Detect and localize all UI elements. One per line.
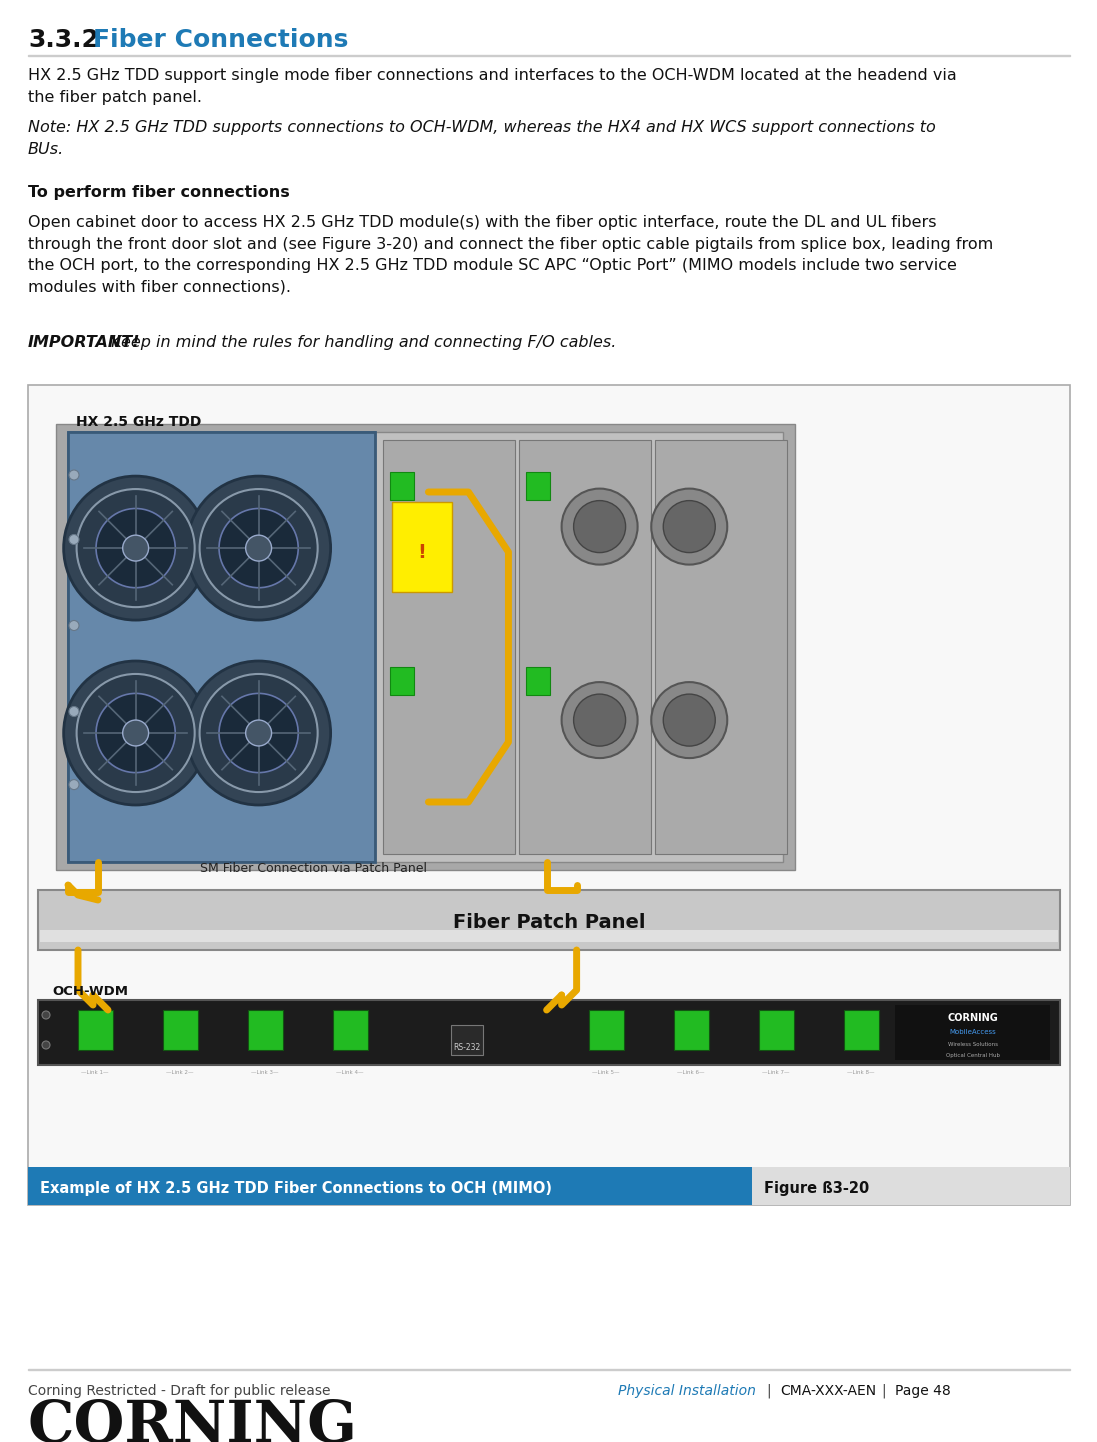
Text: —Link 4—: —Link 4— (337, 1070, 364, 1074)
Circle shape (42, 1011, 50, 1019)
Circle shape (664, 500, 715, 552)
Text: CORNING: CORNING (948, 1012, 998, 1022)
Circle shape (42, 1041, 50, 1048)
Circle shape (664, 694, 715, 746)
Text: 3.3.2: 3.3.2 (29, 27, 99, 52)
Circle shape (69, 707, 79, 717)
Text: Fiber Connections: Fiber Connections (93, 27, 349, 52)
Circle shape (69, 535, 79, 545)
Circle shape (64, 476, 207, 620)
Circle shape (200, 489, 318, 607)
Bar (29, 1167, 753, 1206)
Bar (39, 930, 1058, 942)
Bar (895, 1005, 1050, 1060)
Circle shape (186, 476, 330, 620)
Circle shape (69, 780, 79, 790)
Text: CORNING: CORNING (29, 1397, 358, 1442)
Text: —Link 2—: —Link 2— (167, 1070, 194, 1074)
Bar (844, 1009, 879, 1050)
Circle shape (64, 660, 207, 805)
Circle shape (652, 682, 727, 758)
Bar (68, 433, 375, 862)
Text: Wireless Solutions: Wireless Solutions (948, 1041, 998, 1047)
Bar (78, 1009, 113, 1050)
Circle shape (574, 694, 625, 746)
Bar (38, 890, 1060, 950)
Circle shape (219, 509, 298, 588)
Bar (391, 472, 415, 500)
Circle shape (123, 535, 148, 561)
Bar (759, 1009, 794, 1050)
Text: SM Fiber Connection via Patch Panel: SM Fiber Connection via Patch Panel (200, 862, 427, 875)
Circle shape (186, 660, 330, 805)
Text: Open cabinet door to access HX 2.5 GHz TDD module(s) with the fiber optic interf: Open cabinet door to access HX 2.5 GHz T… (29, 215, 993, 294)
Text: To perform fiber connections: To perform fiber connections (29, 185, 290, 200)
Circle shape (69, 470, 79, 480)
Bar (68, 433, 375, 862)
Text: Physical Installation: Physical Installation (618, 1384, 756, 1397)
Bar (38, 999, 1060, 1066)
Bar (384, 440, 514, 854)
Bar (333, 1009, 367, 1050)
Text: Optical Central Hub: Optical Central Hub (946, 1054, 1000, 1058)
Circle shape (574, 500, 625, 552)
Circle shape (562, 682, 637, 758)
Text: CMA-XXX-AEN: CMA-XXX-AEN (780, 1384, 877, 1397)
Text: RS-232: RS-232 (454, 1043, 480, 1053)
Bar (391, 668, 415, 695)
Text: —Link 5—: —Link 5— (592, 1070, 620, 1074)
Text: Fiber Patch Panel: Fiber Patch Panel (453, 913, 645, 932)
Circle shape (97, 509, 176, 588)
Text: !: ! (417, 542, 427, 561)
Circle shape (246, 535, 272, 561)
Bar (248, 1009, 283, 1050)
Text: Page 48: Page 48 (895, 1384, 951, 1397)
Text: Keep in mind the rules for handling and connecting F/O cables.: Keep in mind the rules for handling and … (106, 335, 617, 350)
Circle shape (562, 489, 637, 565)
Bar (451, 1025, 484, 1056)
Circle shape (123, 720, 148, 746)
Text: Note: HX 2.5 GHz TDD supports connections to OCH-WDM, whereas the HX4 and HX WCS: Note: HX 2.5 GHz TDD supports connection… (29, 120, 936, 157)
Text: IMPORTANT!: IMPORTANT! (29, 335, 140, 350)
Bar (375, 433, 783, 862)
Bar (392, 502, 452, 593)
Bar (655, 440, 787, 854)
FancyBboxPatch shape (29, 385, 1070, 1206)
Text: |: | (881, 1384, 885, 1399)
Text: HX 2.5 GHz TDD: HX 2.5 GHz TDD (76, 415, 202, 430)
Circle shape (219, 694, 298, 773)
Bar (674, 1009, 709, 1050)
Text: HX 2.5 GHz TDD support single mode fiber connections and interfaces to the OCH-W: HX 2.5 GHz TDD support single mode fiber… (29, 68, 957, 105)
Circle shape (77, 489, 194, 607)
Text: —Link 7—: —Link 7— (762, 1070, 790, 1074)
Circle shape (652, 489, 727, 565)
Text: Example of HX 2.5 GHz TDD Fiber Connections to OCH (MIMO): Example of HX 2.5 GHz TDD Fiber Connecti… (39, 1181, 552, 1195)
Text: OCH-WDM: OCH-WDM (52, 985, 128, 998)
Text: Figure ß3-20: Figure ß3-20 (765, 1181, 870, 1195)
Circle shape (69, 620, 79, 630)
Circle shape (200, 673, 318, 792)
Text: —Link 3—: —Link 3— (251, 1070, 279, 1074)
Bar (527, 472, 551, 500)
Circle shape (97, 694, 176, 773)
Bar (527, 668, 551, 695)
Bar (56, 424, 795, 870)
Text: —Link 6—: —Link 6— (677, 1070, 704, 1074)
Text: —Link 8—: —Link 8— (847, 1070, 874, 1074)
Text: |: | (766, 1384, 770, 1399)
Bar (753, 1167, 1070, 1206)
Bar (589, 1009, 624, 1050)
Circle shape (246, 720, 272, 746)
Text: —Link 1—: —Link 1— (81, 1070, 109, 1074)
Bar (519, 440, 651, 854)
Bar (163, 1009, 197, 1050)
Circle shape (77, 673, 194, 792)
Text: Corning Restricted - Draft for public release: Corning Restricted - Draft for public re… (29, 1384, 330, 1397)
Text: MobileAccess: MobileAccess (950, 1030, 996, 1035)
